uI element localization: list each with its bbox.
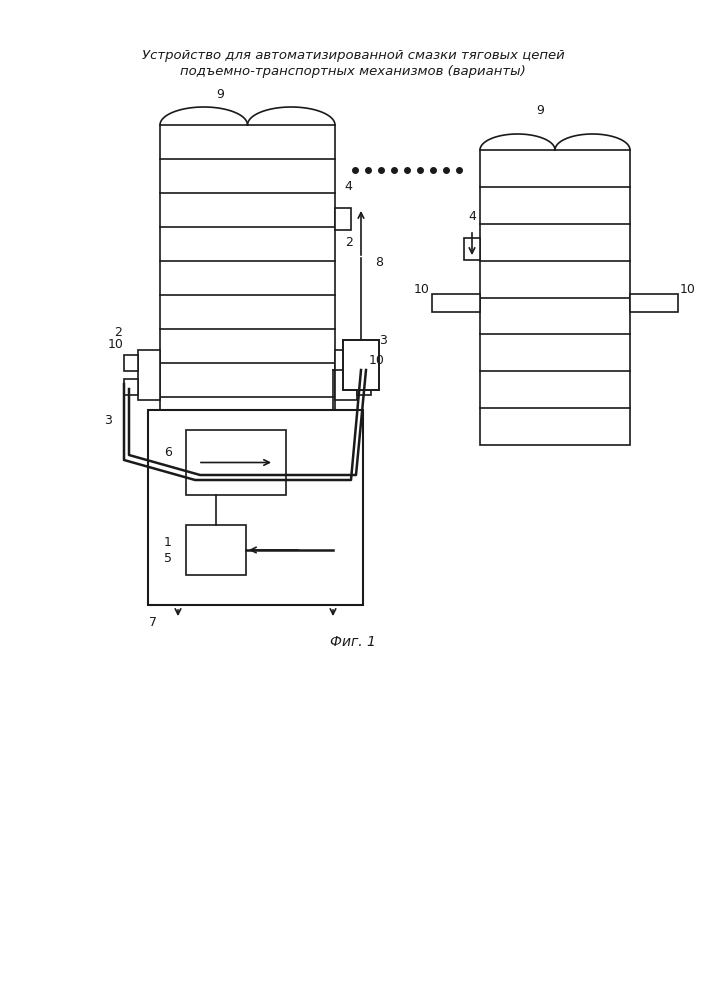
Text: 1: 1 xyxy=(164,536,172,548)
Text: 8: 8 xyxy=(375,256,383,269)
Bar xyxy=(160,125,335,465)
Bar xyxy=(124,355,138,371)
Text: 3: 3 xyxy=(104,414,112,426)
Text: 2: 2 xyxy=(345,236,353,249)
Text: подъемно-транспортных механизмов (варианты): подъемно-транспортных механизмов (вариан… xyxy=(180,66,526,79)
Text: 10: 10 xyxy=(108,338,124,352)
Bar xyxy=(343,340,379,390)
Bar xyxy=(335,350,357,400)
Bar xyxy=(357,355,371,371)
Text: 6: 6 xyxy=(164,446,172,459)
Bar xyxy=(464,238,480,260)
Bar xyxy=(432,294,480,312)
Bar xyxy=(357,379,371,395)
Bar xyxy=(480,150,630,445)
Text: Фиг. 1: Фиг. 1 xyxy=(330,635,376,649)
Text: 10: 10 xyxy=(414,283,430,296)
Text: 4: 4 xyxy=(344,180,352,192)
Text: 10: 10 xyxy=(369,354,385,366)
Bar xyxy=(630,294,678,312)
Bar xyxy=(186,525,246,575)
Bar xyxy=(124,379,138,395)
Text: 9: 9 xyxy=(216,89,224,102)
Text: 7: 7 xyxy=(149,615,157,629)
Text: 2: 2 xyxy=(114,326,122,338)
Text: 5: 5 xyxy=(164,552,172,564)
Text: 9: 9 xyxy=(536,104,544,116)
Text: 10: 10 xyxy=(680,283,696,296)
Bar xyxy=(186,430,286,495)
Bar xyxy=(148,410,363,605)
Bar xyxy=(335,208,351,230)
Text: 3: 3 xyxy=(379,334,387,347)
Bar xyxy=(138,350,160,400)
Text: Устройство для автоматизированной смазки тяговых цепей: Устройство для автоматизированной смазки… xyxy=(141,48,564,62)
Text: 4: 4 xyxy=(468,210,476,223)
